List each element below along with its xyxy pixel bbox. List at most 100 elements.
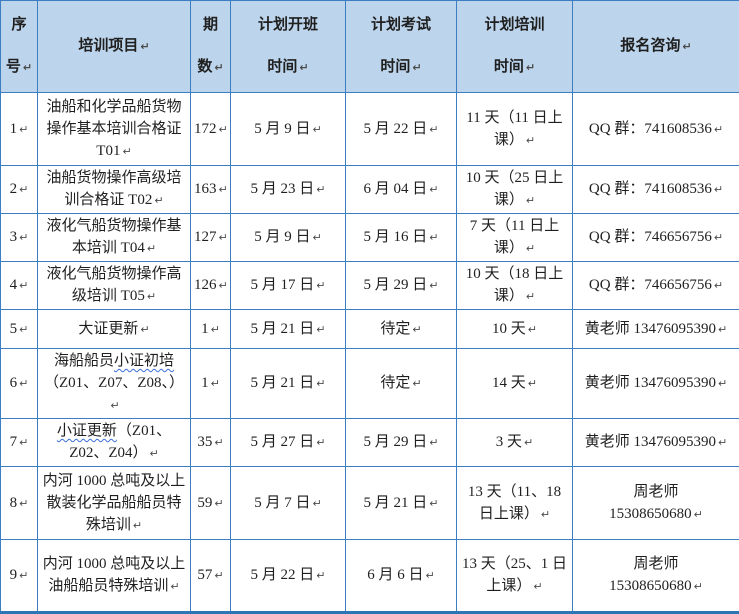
cell-exam: 5 月 29 日 bbox=[346, 262, 457, 310]
cell-duration: 13 天（25、1 日上课） bbox=[457, 540, 573, 613]
cell-exam: 待定 bbox=[346, 310, 457, 349]
cell-duration: 3 天 bbox=[457, 419, 573, 467]
table-body: 1油船和化学品船货物操作基本培训合格证 T011725 月 9 日5 月 22 … bbox=[1, 93, 739, 613]
header-label-exam-date: 计划考试 时间 bbox=[371, 17, 431, 75]
cell-text-start: 5 月 7 日 bbox=[254, 495, 321, 511]
cell-text-duration: 10 天 bbox=[492, 321, 537, 337]
header-cell-no: 序 号 bbox=[1, 1, 38, 93]
table-row: 2油船货物操作高级培训合格证 T02 163 5 月 23 日 6 月 04 日 10 … bbox=[1, 166, 739, 214]
cell-text-start: 5 月 22 日 bbox=[251, 567, 326, 583]
cell-text-exam: 5 月 29 日 bbox=[364, 434, 439, 450]
cell-text-contact: QQ 群：741608536 bbox=[589, 181, 723, 197]
cell-sessions: 59 bbox=[191, 467, 231, 540]
text-segment: 10 天（25 日上课） bbox=[466, 170, 564, 208]
cell-text-project: 内河 1000 总吨及以上散装化学品船船员特殊培训 bbox=[43, 473, 186, 533]
cell-sessions: 35 bbox=[191, 419, 231, 467]
text-segment: QQ 群：746656756 bbox=[589, 229, 712, 245]
cell-text-project: 小证更新（Z01、Z02、Z04） bbox=[57, 423, 171, 461]
cell-text-contact: QQ 群：746656756 bbox=[589, 277, 723, 293]
text-segment: 5 月 16 日 bbox=[364, 229, 428, 245]
text-segment: 周老师 15308650680 bbox=[609, 484, 692, 522]
cell-exam: 5 月 21 日 bbox=[346, 467, 457, 540]
cell-text-duration: 14 天 bbox=[492, 375, 537, 391]
cell-text-contact: 周老师 15308650680 bbox=[609, 484, 703, 522]
text-segment: 5 月 23 日 bbox=[251, 181, 315, 197]
cell-text-exam: 5 月 21 日 bbox=[364, 495, 439, 511]
cell-text-contact: 黄老师 13476095390 bbox=[585, 321, 727, 337]
cell-text-exam: 6 月 04 日 bbox=[364, 181, 439, 197]
cell-text-sessions: 127 bbox=[194, 229, 228, 245]
misspelled-text-segment: 小证初培 bbox=[114, 353, 174, 369]
cell-start: 5 月 22 日 bbox=[231, 540, 346, 613]
cell-text-contact: QQ 群：741608536 bbox=[589, 121, 723, 137]
text-segment: 大证更新 bbox=[78, 321, 138, 337]
text-segment: QQ 群：741608536 bbox=[589, 181, 712, 197]
text-segment: 6 月 04 日 bbox=[364, 181, 428, 197]
cell-sessions: 127 bbox=[191, 214, 231, 262]
cell-text-duration: 7 天（11 日上课） bbox=[470, 218, 559, 256]
cell-text-duration: 10 天（18 日上课） bbox=[466, 266, 564, 304]
header-cell-start-date: 计划开班 时间 bbox=[231, 1, 346, 93]
cell-text-duration: 11 天（11 日上课） bbox=[466, 110, 562, 148]
text-segment: 163 bbox=[194, 181, 217, 197]
cell-exam: 5 月 16 日 bbox=[346, 214, 457, 262]
cell-text-sessions: 57 bbox=[197, 567, 223, 583]
cell-exam: 5 月 22 日 bbox=[346, 93, 457, 166]
cell-text-duration: 3 天 bbox=[496, 434, 533, 450]
text-segment: 油船货物操作高级培训合格证 T02 bbox=[46, 170, 181, 208]
cell-contact: 黄老师 13476095390 bbox=[573, 419, 739, 467]
cell-text-exam: 5 月 29 日 bbox=[364, 277, 439, 293]
cell-contact: QQ 群：741608536 bbox=[573, 166, 739, 214]
text-segment: 5 月 22 日 bbox=[251, 567, 315, 583]
cell-contact: 周老师 15308650680 bbox=[573, 467, 739, 540]
cell-no: 2 bbox=[1, 166, 38, 214]
text-segment: 9 bbox=[10, 567, 18, 583]
cell-text-no: 6 bbox=[10, 375, 29, 391]
cell-text-duration: 13 天（25、1 日上课） bbox=[462, 556, 567, 594]
cell-no: 3 bbox=[1, 214, 38, 262]
cell-text-sessions: 1 bbox=[201, 321, 220, 337]
text-segment: 待定 bbox=[380, 321, 410, 337]
cell-contact: 周老师 15308650680 bbox=[573, 540, 739, 613]
text-segment: 7 天（11 日上课） bbox=[470, 218, 559, 256]
cell-start: 5 月 9 日 bbox=[231, 93, 346, 166]
text-segment: 13 天（11、18 日上课） bbox=[468, 484, 561, 522]
table-row: 4液化气船货物操作高级培训 T051265 月 17 日5 月 29 日10 天… bbox=[1, 262, 739, 310]
text-segment: 1 bbox=[201, 321, 209, 337]
table-row: 7 小证更新（Z01、Z02、Z04） 35 5 月 27 日 5 月 29 日 3 天 黄… bbox=[1, 419, 739, 467]
cell-start: 5 月 23 日 bbox=[231, 166, 346, 214]
text-segment: 黄老师 13476095390 bbox=[585, 321, 716, 337]
text-segment: 7 bbox=[10, 434, 18, 450]
cell-sessions: 172 bbox=[191, 93, 231, 166]
cell-start: 5 月 21 日 bbox=[231, 349, 346, 419]
cell-text-contact: 周老师 15308650680 bbox=[609, 556, 703, 594]
cell-project: 液化气船货物操作基本培训 T04 bbox=[38, 214, 191, 262]
cell-start: 5 月 27 日 bbox=[231, 419, 346, 467]
text-segment: 35 bbox=[197, 434, 212, 450]
cell-project: 液化气船货物操作高级培训 T05 bbox=[38, 262, 191, 310]
header-cell-exam-date: 计划考试 时间 bbox=[346, 1, 457, 93]
cell-exam: 5 月 29 日 bbox=[346, 419, 457, 467]
cell-exam: 待定 bbox=[346, 349, 457, 419]
misspelled-text-segment: 小证更新 bbox=[57, 423, 117, 439]
cell-start: 5 月 17 日 bbox=[231, 262, 346, 310]
cell-no: 6 bbox=[1, 349, 38, 419]
cell-text-start: 5 月 17 日 bbox=[251, 277, 326, 293]
text-segment: 黄老师 13476095390 bbox=[585, 375, 716, 391]
cell-text-project: 液化气船货物操作高级培训 T05 bbox=[46, 266, 181, 304]
cell-text-contact: 黄老师 13476095390 bbox=[585, 434, 727, 450]
header-label-start-date: 计划开班 时间 bbox=[258, 17, 318, 75]
header-label-duration: 计划培训 时间 bbox=[484, 17, 544, 75]
cell-duration: 7 天（11 日上课） bbox=[457, 214, 573, 262]
text-segment: 13 天（25、1 日上课） bbox=[462, 556, 567, 594]
cell-text-sessions: 172 bbox=[194, 121, 228, 137]
text-segment: 14 天 bbox=[492, 375, 526, 391]
cell-duration: 14 天 bbox=[457, 349, 573, 419]
cell-project: 海船船员小证初培（Z01、Z07、Z08、） bbox=[38, 349, 191, 419]
header-label-contact: 报名咨询 bbox=[620, 38, 691, 54]
cell-project: 内河 1000 总吨及以上油船船员特殊培训 bbox=[38, 540, 191, 613]
text-segment: 6 bbox=[10, 375, 18, 391]
header-label-no: 序 号 bbox=[6, 17, 32, 75]
cell-sessions: 126 bbox=[191, 262, 231, 310]
cell-exam: 6 月 04 日 bbox=[346, 166, 457, 214]
